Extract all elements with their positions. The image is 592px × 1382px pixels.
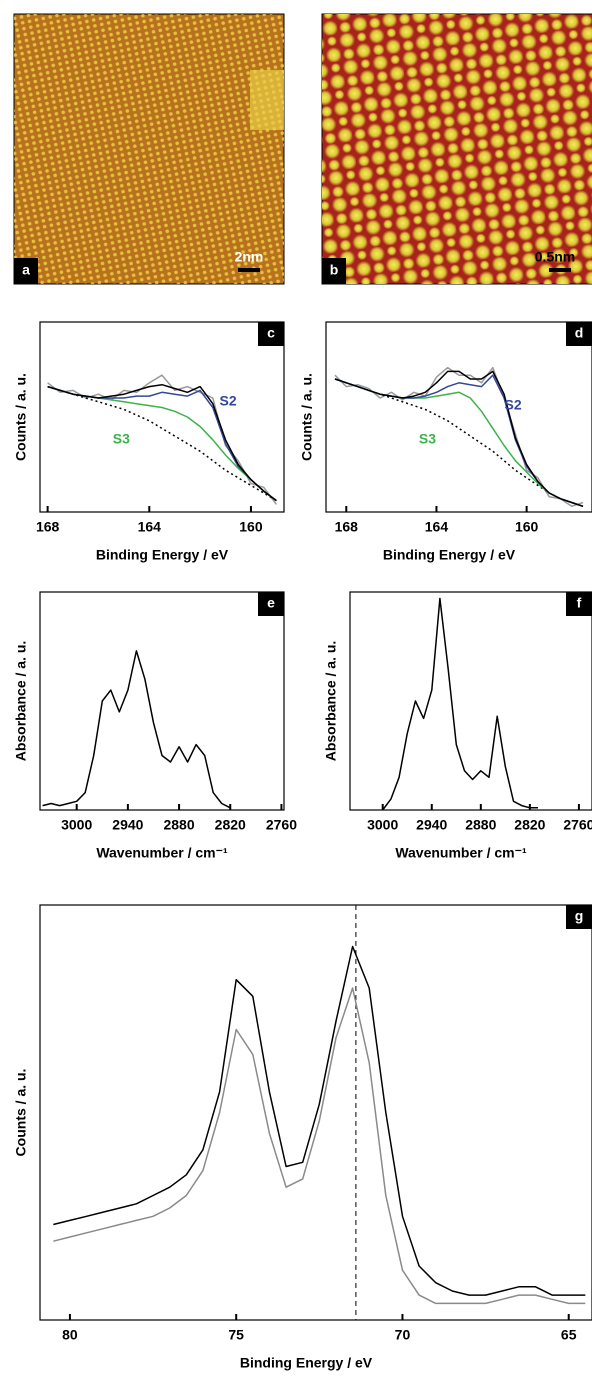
scale-bar-label: 2nm xyxy=(235,249,264,265)
x-tick-label: 168 xyxy=(335,519,359,535)
panel-label: f xyxy=(577,595,582,611)
annotation: S3 xyxy=(113,431,130,447)
series-line xyxy=(47,374,278,505)
x-tick-label: 80 xyxy=(62,1327,78,1343)
plot-frame xyxy=(39,321,285,513)
series-line xyxy=(334,370,584,508)
series-line xyxy=(382,597,538,811)
annotation: S2 xyxy=(505,396,522,412)
x-tick-label: 164 xyxy=(138,519,162,535)
panel-label: c xyxy=(267,325,275,341)
x-axis-title: Wavenumber / cm⁻¹ xyxy=(96,845,228,861)
series-line xyxy=(334,378,584,508)
x-tick-label: 3000 xyxy=(367,817,398,833)
x-tick-label: 2820 xyxy=(215,817,246,833)
series-line xyxy=(53,945,586,1296)
panel: 3000 2940 2880 2820 2760 f Absorbance / a. u. W… xyxy=(323,591,592,861)
panel-label: b xyxy=(330,262,339,278)
annotation: S3 xyxy=(419,431,436,447)
x-tick-label: 2940 xyxy=(112,817,143,833)
series-line xyxy=(47,383,277,502)
image-a: a 2nm xyxy=(13,13,285,285)
series-line xyxy=(334,366,584,508)
x-tick-label: 70 xyxy=(395,1327,411,1343)
y-axis-title: Absorbance / a. u. xyxy=(323,641,339,762)
x-axis-title: Binding Energy / eV xyxy=(383,547,516,563)
series-line xyxy=(47,385,277,502)
x-tick-label: 2760 xyxy=(266,817,297,833)
y-axis-title: Counts / a. u. xyxy=(13,373,29,461)
panel-label-box xyxy=(566,322,592,346)
panel-label: a xyxy=(22,262,30,278)
series-line xyxy=(53,987,586,1305)
plot-frame xyxy=(39,904,592,1321)
plot-frame xyxy=(39,591,285,811)
x-axis-title: Wavenumber / cm⁻¹ xyxy=(395,845,527,861)
y-axis-title: Absorbance / a. u. xyxy=(13,641,29,762)
y-axis-title: Counts / a. u. xyxy=(299,373,315,461)
panel-label-box xyxy=(566,905,592,929)
x-tick-label: 2820 xyxy=(514,817,545,833)
scale-bar xyxy=(549,268,571,272)
plot-frame xyxy=(325,321,592,513)
panel-label: g xyxy=(575,908,584,924)
panel-label-box xyxy=(258,322,284,346)
x-tick-label: 2940 xyxy=(416,817,447,833)
panel-label-box xyxy=(566,592,592,616)
panel: 168 164 160 S2 S3 c Counts / a. u. Binding Ener… xyxy=(13,321,285,563)
plot-frame xyxy=(349,591,592,811)
x-tick-label: 160 xyxy=(515,519,539,535)
annotation: S2 xyxy=(220,393,237,409)
x-tick-label: 160 xyxy=(239,519,263,535)
series-line xyxy=(334,378,584,508)
x-tick-label: 3000 xyxy=(61,817,92,833)
panel: 3000 2940 2880 2820 2760 e Absorbance / a. u. W… xyxy=(13,591,297,861)
x-axis-title: Binding Energy / eV xyxy=(96,547,229,563)
panel: 80 75 70 65 g Counts / a. u. Binding Energy / … xyxy=(13,904,592,1371)
x-tick-label: 65 xyxy=(561,1327,577,1343)
series-line xyxy=(47,385,277,502)
x-tick-label: 75 xyxy=(228,1327,244,1343)
x-tick-label: 168 xyxy=(36,519,60,535)
x-tick-label: 2760 xyxy=(563,817,592,833)
scale-bar-label: 0.5nm xyxy=(535,249,575,265)
panel-label: e xyxy=(267,595,275,611)
x-tick-label: 164 xyxy=(425,519,449,535)
x-tick-label: 2880 xyxy=(465,817,496,833)
series-line xyxy=(334,374,584,508)
panel-label: d xyxy=(575,325,584,341)
panel-label-box xyxy=(258,592,284,616)
x-axis-title: Binding Energy / eV xyxy=(240,1355,373,1371)
y-axis-title: Counts / a. u. xyxy=(13,1069,29,1157)
series-line xyxy=(42,650,231,809)
x-tick-label: 2880 xyxy=(163,817,194,833)
image-b: b 0.5nm xyxy=(321,13,592,285)
series-line xyxy=(47,385,277,502)
panel: 168 164 160 S2 S3 d Counts / a. u. Binding Ener… xyxy=(299,321,592,563)
scale-bar xyxy=(238,268,260,272)
